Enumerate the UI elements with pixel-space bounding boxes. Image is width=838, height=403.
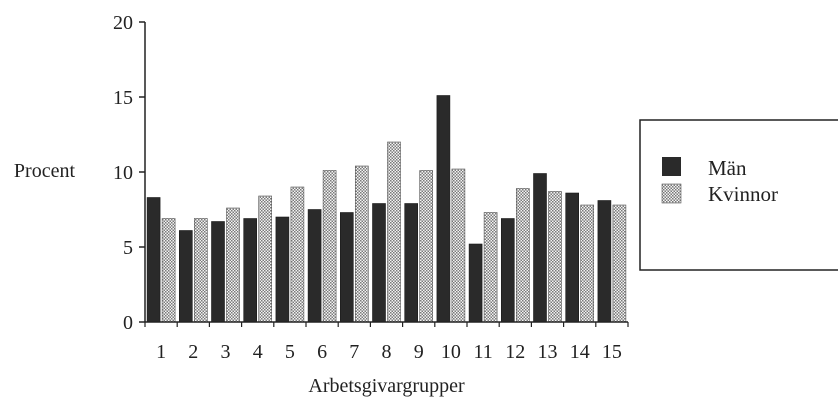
x-tick-label-7: 7 (349, 341, 359, 363)
legend-swatch-man (662, 157, 681, 176)
x-tick-label-8: 8 (382, 341, 392, 363)
y-tick-label-20: 20 (113, 12, 133, 34)
bar-kvinnor-1 (161, 218, 176, 323)
bar-man-1 (146, 197, 161, 323)
x-axis-label: Arbetsgivargrupper (308, 375, 465, 397)
x-tick-label-5: 5 (285, 341, 295, 363)
bar-man-12 (500, 218, 515, 323)
bar-man-14 (565, 192, 580, 323)
legend: Män Kvinnor (639, 119, 838, 271)
x-tick-label-15: 15 (602, 341, 622, 363)
bar-kvinnor-7 (354, 165, 369, 323)
y-tick-label-10: 10 (113, 162, 133, 184)
x-tick-label-4: 4 (253, 341, 263, 363)
bar-kvinnor-5 (290, 186, 305, 323)
x-tick-label-3: 3 (221, 341, 231, 363)
bar-man-15 (597, 200, 612, 323)
bar-kvinnor-9 (419, 170, 434, 323)
y-tick-label-0: 0 (123, 312, 133, 334)
bar-man-3 (211, 221, 225, 323)
x-tick-label-12: 12 (505, 341, 525, 363)
y-tick-label-5: 5 (123, 237, 133, 259)
bar-kvinnor-6 (322, 170, 337, 323)
x-tick-label-10: 10 (441, 341, 461, 363)
bar-kvinnor-10 (451, 168, 466, 323)
bar-man-13 (533, 173, 547, 323)
bars-group (146, 95, 627, 323)
x-tick-label-1: 1 (156, 341, 166, 363)
y-tick-label-15: 15 (113, 87, 133, 109)
bar-kvinnor-14 (580, 204, 595, 323)
x-tick-label-14: 14 (570, 341, 590, 363)
bar-man-10 (436, 95, 451, 323)
y-axis-label: Procent (14, 160, 76, 182)
bar-kvinnor-3 (226, 207, 240, 323)
x-tick-label-2: 2 (188, 341, 198, 363)
bar-man-2 (179, 230, 193, 323)
bar-kvinnor-4 (258, 195, 273, 323)
bar-man-11 (468, 243, 483, 323)
bar-man-7 (339, 212, 354, 323)
legend-swatch-kvinnor (661, 183, 682, 204)
bar-kvinnor-8 (387, 141, 401, 323)
x-tick-label-6: 6 (317, 341, 327, 363)
bar-man-5 (275, 216, 290, 323)
x-tick-label-9: 9 (414, 341, 424, 363)
legend-label-man: Män (708, 156, 747, 180)
x-tick-label-13: 13 (538, 341, 558, 363)
bar-kvinnor-15 (612, 204, 627, 323)
bar-man-6 (307, 209, 322, 323)
legend-label-kvinnor: Kvinnor (708, 182, 778, 206)
bar-man-9 (404, 203, 419, 323)
bar-kvinnor-2 (194, 218, 208, 323)
bar-man-4 (243, 218, 257, 323)
bar-kvinnor-13 (548, 191, 562, 323)
bar-kvinnor-12 (515, 188, 530, 323)
x-tick-label-11: 11 (473, 341, 492, 363)
bar-kvinnor-11 (483, 212, 498, 323)
bar-man-8 (372, 203, 386, 323)
